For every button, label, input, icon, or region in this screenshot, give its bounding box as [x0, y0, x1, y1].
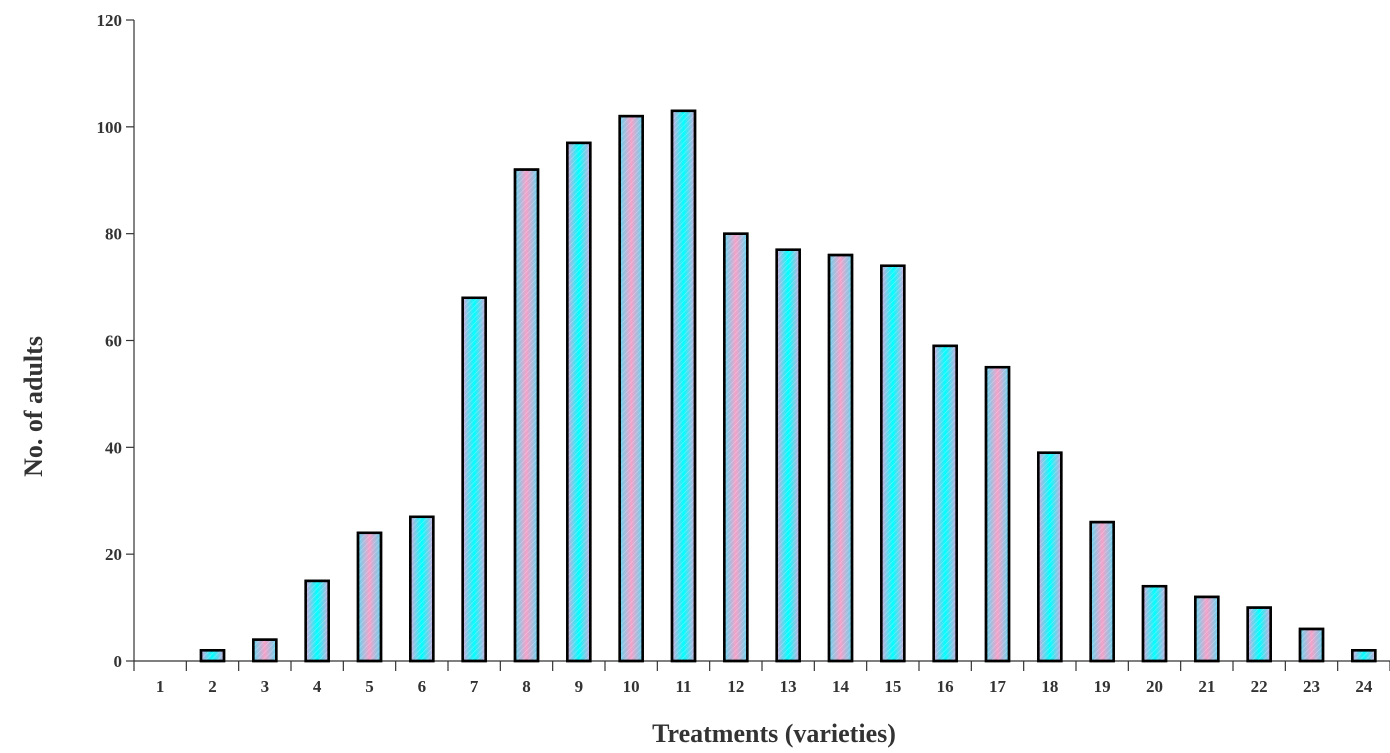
- axes: [133, 20, 1390, 662]
- bar-hatch: [1351, 649, 1377, 663]
- bar-3: [252, 638, 278, 663]
- x-tick-label: 22: [1251, 677, 1268, 696]
- y-tick-label: 100: [97, 118, 123, 137]
- bar-hatch: [409, 515, 435, 663]
- x-tick-label: 6: [418, 677, 427, 696]
- bar-hatch: [1037, 451, 1063, 663]
- bar-18: [1037, 451, 1063, 663]
- x-tick-label: 24: [1355, 677, 1373, 696]
- x-tick-label: 2: [208, 677, 217, 696]
- y-tick-label: 40: [105, 438, 122, 457]
- bar-16: [932, 344, 958, 663]
- bar-6: [409, 515, 435, 663]
- x-axis-title: Treatments (varieties): [652, 719, 896, 748]
- bar-15: [880, 264, 906, 663]
- x-tick-label: 12: [727, 677, 744, 696]
- bar-13: [775, 248, 801, 663]
- x-tick-label: 9: [575, 677, 584, 696]
- bar-10: [618, 114, 644, 663]
- y-tick-label: 80: [105, 225, 122, 244]
- bar-hatch: [304, 579, 330, 663]
- bar-24: [1351, 649, 1377, 663]
- bar-hatch: [618, 114, 644, 663]
- x-axis-ticks: 1 2 3 4 5 6 7 8 9 10 11 12 13 14 15 16 17 18 19 20 21 22 23 24: [133, 661, 1390, 696]
- y-tick-label: 60: [105, 332, 122, 351]
- bar-19: [1089, 520, 1115, 663]
- y-axis-title: No. of adults: [19, 336, 48, 477]
- y-tick-label: 120: [97, 11, 123, 30]
- bar-hatch: [670, 109, 697, 663]
- bars: [199, 109, 1377, 663]
- bar-hatch: [1141, 584, 1168, 663]
- bar-9: [566, 141, 592, 663]
- x-tick-label: 3: [261, 677, 270, 696]
- y-axis-ticks: 0 20 40 60 80 100 120: [97, 11, 134, 671]
- bar-hatch: [513, 168, 540, 663]
- bar-hatch: [252, 638, 278, 663]
- x-tick-label: 4: [313, 677, 322, 696]
- bar-hatch: [723, 232, 749, 663]
- x-tick-label: 21: [1198, 677, 1215, 696]
- x-tick-label: 7: [470, 677, 479, 696]
- bar-11: [670, 109, 697, 663]
- x-tick-label: 20: [1146, 677, 1163, 696]
- bar-14: [827, 253, 854, 663]
- bar-hatch: [1194, 595, 1220, 663]
- x-tick-label: 18: [1041, 677, 1058, 696]
- y-tick-label: 0: [114, 652, 123, 671]
- x-tick-label: 10: [623, 677, 640, 696]
- bar-hatch: [984, 365, 1011, 663]
- bar-2: [199, 649, 226, 663]
- bar-7: [461, 296, 487, 663]
- bar-hatch: [932, 344, 958, 663]
- y-tick-label: 20: [105, 545, 122, 564]
- x-tick-label: 16: [937, 677, 954, 696]
- bar-21: [1194, 595, 1220, 663]
- x-tick-label: 23: [1303, 677, 1320, 696]
- bar-hatch: [775, 248, 801, 663]
- bar-4: [304, 579, 330, 663]
- bar-hatch: [199, 649, 226, 663]
- bar-12: [723, 232, 749, 663]
- bar-8: [513, 168, 540, 663]
- x-tick-label: 14: [832, 677, 850, 696]
- x-tick-label: 5: [365, 677, 374, 696]
- x-tick-label: 8: [522, 677, 531, 696]
- bar-5: [356, 531, 383, 663]
- bar-hatch: [1089, 520, 1115, 663]
- x-tick-label: 1: [156, 677, 165, 696]
- bar-hatch: [461, 296, 487, 663]
- bar-hatch: [880, 264, 906, 663]
- x-tick-label: 19: [1094, 677, 1111, 696]
- bar-hatch: [566, 141, 592, 663]
- x-tick-label: 13: [780, 677, 797, 696]
- bar-hatch: [827, 253, 854, 663]
- bar-hatch: [356, 531, 383, 663]
- bar-17: [984, 365, 1011, 663]
- bar-20: [1141, 584, 1168, 663]
- bar-23: [1298, 627, 1325, 663]
- bar-hatch: [1298, 627, 1325, 663]
- x-tick-label: 11: [675, 677, 691, 696]
- x-tick-label: 17: [989, 677, 1007, 696]
- bar-22: [1246, 606, 1272, 663]
- bar-hatch: [1246, 606, 1272, 663]
- x-tick-label: 15: [884, 677, 901, 696]
